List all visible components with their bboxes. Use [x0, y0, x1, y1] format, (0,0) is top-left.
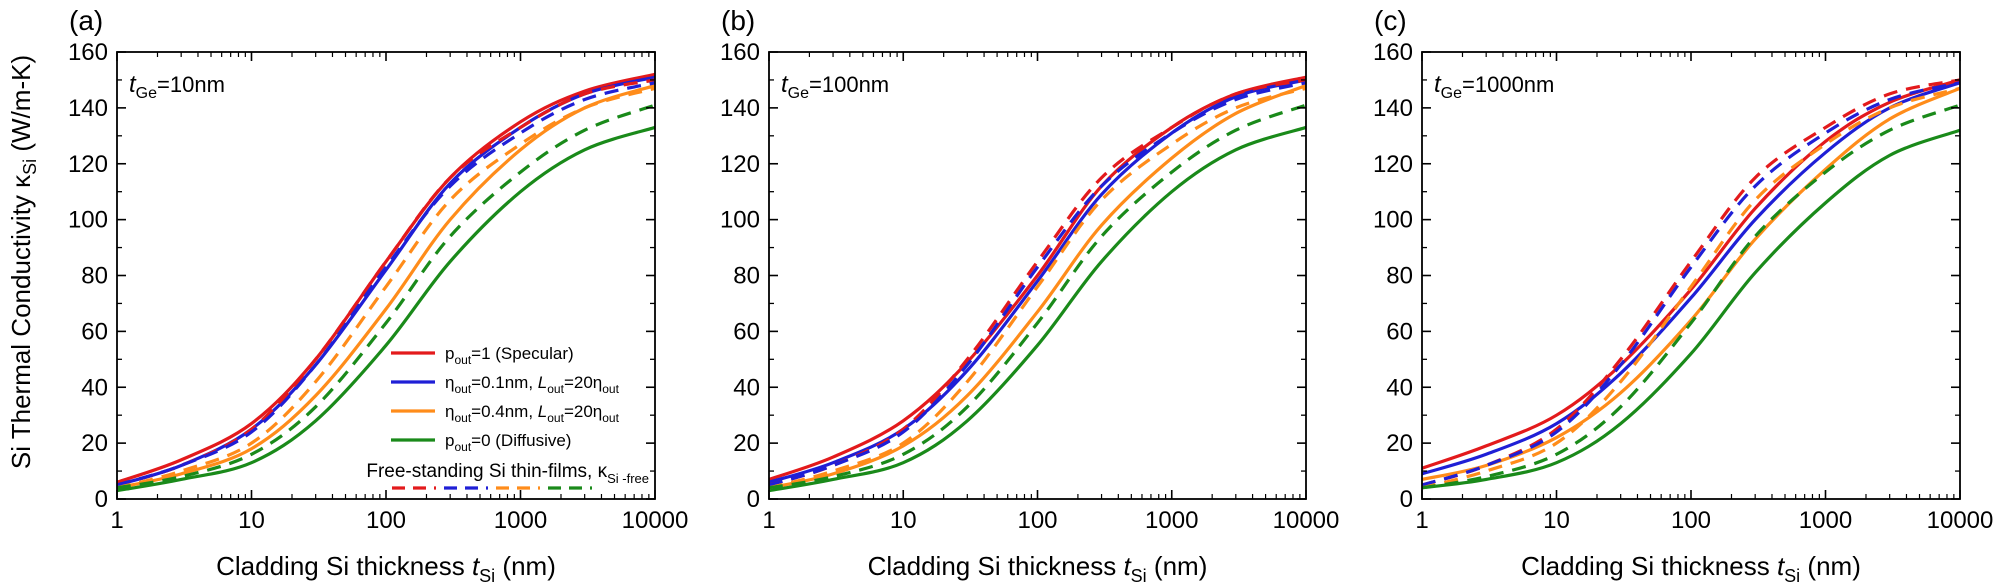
series-line-specular-free-standing: [1422, 78, 1960, 487]
x-tick-label: 10000: [1273, 507, 1340, 534]
curves-c: [1422, 78, 1960, 490]
y-tick-label: 100: [1373, 207, 1413, 234]
series-line-diffusive-free-standing: [1422, 103, 1960, 490]
y-tick-label: 140: [68, 95, 108, 122]
curves-a: [117, 72, 655, 493]
y-tick-label: 0: [95, 486, 108, 513]
series-line-diffusive-free-standing: [117, 103, 655, 490]
y-tick-label: 120: [68, 151, 108, 178]
thickness-annotation: tGe=10nm: [129, 71, 225, 102]
y-tick-label: 160: [1373, 39, 1413, 66]
y-tick-label: 80: [733, 263, 760, 290]
series-line-eta01: [1422, 81, 1960, 476]
legend: pout=1 (Specular) ηout=0.1nm, Lout=20ηout…: [366, 344, 649, 490]
x-tick-label: 100: [1671, 507, 1711, 534]
x-tick-label: 10: [238, 507, 265, 534]
panel-label: (c): [1374, 5, 1407, 36]
x-tick-label: 1: [762, 507, 775, 534]
y-tick-label: 140: [1373, 95, 1413, 122]
thickness-annotation: tGe=100nm: [781, 71, 889, 102]
series-line-eta01-free-standing: [1422, 81, 1960, 487]
y-tick-label: 160: [720, 39, 760, 66]
plot-frame: [1421, 51, 1961, 500]
y-tick-label: 40: [1386, 374, 1413, 401]
x-tick-label: 10: [890, 507, 917, 534]
y-tick-label: 60: [733, 318, 760, 345]
legend-label-diffusive: pout=0 (Diffusive): [445, 431, 571, 454]
panel-label: (b): [721, 5, 755, 36]
y-tick-label: 100: [720, 207, 760, 234]
x-tick-label: 10000: [622, 507, 689, 534]
legend-label-eta01: ηout=0.1nm, Lout=20ηout: [445, 373, 620, 396]
panel-label: (a): [69, 5, 103, 36]
y-tick-label: 160: [68, 39, 108, 66]
x-axis-label: Cladding Si thickness tSi (nm): [216, 551, 556, 586]
x-tick-label: 100: [1017, 507, 1057, 534]
x-tick-label: 1: [110, 507, 123, 534]
series-line-eta04: [769, 83, 1306, 490]
curves-b: [769, 75, 1306, 493]
y-tick-label: 40: [733, 374, 760, 401]
y-tick-label: 120: [720, 151, 760, 178]
y-tick-label: 60: [1386, 318, 1413, 345]
x-tick-label: 1000: [1799, 507, 1852, 534]
series-line-eta01-free-standing: [769, 81, 1306, 487]
plot-frame: [116, 51, 656, 500]
series-line-eta04-free-standing: [1422, 86, 1960, 490]
x-tick-label: 10000: [1927, 507, 1994, 534]
series-line-eta01: [769, 78, 1306, 484]
x-axis-label: Cladding Si thickness tSi (nm): [868, 551, 1208, 586]
y-tick-label: 20: [81, 430, 108, 457]
series-line-specular: [769, 75, 1306, 482]
y-tick-label: 40: [81, 374, 108, 401]
series-line-specular: [117, 72, 655, 484]
series-line-diffusive: [117, 125, 655, 493]
x-axis-label: Cladding Si thickness tSi (nm): [1521, 551, 1861, 586]
x-tick-label: 1: [1415, 507, 1428, 534]
panel-a: 0 20 40 60 80 100 120 140 160 1 10 100 1000 10000 Clad…: [68, 5, 688, 586]
x-tick-label: 1000: [494, 507, 547, 534]
series-line-eta01-free-standing: [117, 81, 655, 487]
y-tick-label: 20: [1386, 430, 1413, 457]
thickness-annotation: tGe=1000nm: [1434, 71, 1554, 102]
legend-label-free-standing: Free-standing Si thin-films, κSi -free: [366, 461, 649, 486]
x-tick-label: 10: [1543, 507, 1570, 534]
legend-label-eta04: ηout=0.4nm, Lout=20ηout: [445, 402, 620, 425]
panel-c: 0 20 40 60 80 100 120 140 160 1 10 100 1000 10000 Clad…: [1373, 5, 1993, 586]
y-tick-label: 100: [68, 207, 108, 234]
y-tick-label: 0: [1400, 486, 1413, 513]
series-line-eta04: [117, 83, 655, 490]
legend-label-specular: pout=1 (Specular): [445, 344, 574, 367]
y-axis-label: Si Thermal Conductivity κSi (W/m-K): [6, 55, 40, 469]
series-line-eta04: [1422, 86, 1960, 482]
y-tick-label: 80: [81, 263, 108, 290]
series-line-specular-free-standing: [117, 78, 655, 487]
series-line-diffusive-free-standing: [769, 103, 1306, 490]
series-line-eta04-free-standing: [769, 86, 1306, 490]
series-line-diffusive: [1422, 128, 1960, 490]
y-tick-label: 80: [1386, 263, 1413, 290]
y-tick-label: 120: [1373, 151, 1413, 178]
series-line-specular: [1422, 78, 1960, 470]
panel-b: 0 20 40 60 80 100 120 140 160 1 10 100 1000 10000 Clad…: [720, 5, 1339, 586]
y-tick-label: 0: [747, 486, 760, 513]
y-tick-label: 60: [81, 318, 108, 345]
series-line-eta04-free-standing: [117, 86, 655, 490]
y-tick-label: 140: [720, 95, 760, 122]
y-tick-label: 20: [733, 430, 760, 457]
series-line-eta01: [117, 75, 655, 487]
series-line-diffusive: [769, 125, 1306, 493]
x-tick-label: 100: [366, 507, 406, 534]
x-tick-label: 1000: [1145, 507, 1198, 534]
